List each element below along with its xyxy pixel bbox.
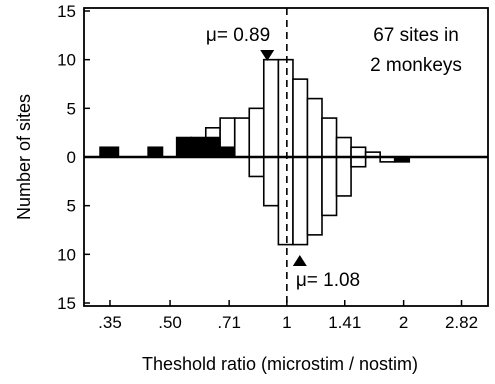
upper-bar-filled-5	[219, 146, 236, 158]
lower-mean-label: μ= 1.08	[296, 270, 360, 291]
upper-bar-open-14	[350, 146, 367, 158]
upper-mean-marker: μ= 0.89	[206, 25, 275, 61]
upper-bar-open-8	[262, 58, 280, 158]
x-tick-label-4: 1.41	[328, 313, 361, 332]
upper-mean-label: μ= 0.89	[206, 25, 270, 46]
upper-bar-open-13	[335, 136, 352, 158]
y-tick-label-upper-2: 10	[57, 51, 76, 70]
x-tick-label-5: 2	[399, 313, 408, 332]
lower-bar-open-8	[321, 156, 338, 217]
upper-bar-filled-3	[190, 136, 207, 158]
lower-bar-open-4	[262, 156, 280, 207]
upper-bar-filled-2	[175, 136, 193, 158]
upper-bar-filled-1	[147, 146, 164, 158]
y-tick-label-lower-0: 5	[67, 197, 76, 216]
x-tick-label-1: .50	[158, 313, 182, 332]
lower-bar-open-9	[335, 156, 352, 197]
upper-bar-open-9	[277, 58, 294, 158]
upper-bar-open-12	[321, 117, 338, 158]
lower-bar-open-10	[350, 156, 367, 168]
y-tick-label-lower-1: 10	[57, 245, 76, 264]
sample-size-annotation-line1: 67 sites in	[373, 25, 459, 46]
ticks-layer: .35 .50 .71 1 1.41 2 2.82 0 5 10 15 5 10 15	[57, 2, 478, 332]
upper-bar-open-10	[292, 78, 309, 158]
x-axis-title: Theshold ratio (microstim / nostim)	[142, 354, 418, 374]
y-axis-title: Number of sites	[14, 94, 34, 220]
y-tick-label-lower-2: 15	[57, 294, 76, 313]
upper-bar-filled-4	[204, 136, 221, 158]
sample-size-annotation-line2: 2 monkeys	[370, 55, 462, 76]
lower-bar-open-3	[248, 156, 265, 178]
y-tick-label-upper-3: 15	[57, 2, 76, 21]
upper-bar-open-7	[248, 107, 265, 158]
y-tick-label-upper-0: 0	[67, 148, 76, 167]
bars-layer	[99, 58, 411, 246]
x-tick-label-0: .35	[98, 313, 122, 332]
lower-bar-open-5	[277, 156, 294, 246]
upper-bar-open-11	[306, 97, 323, 158]
lower-mean-marker: μ= 1.08	[292, 255, 360, 291]
lower-mean-arrow-icon	[292, 255, 307, 266]
upper-mean-arrow-icon	[260, 50, 275, 61]
upper-bar-open-4	[204, 127, 221, 139]
x-tick-label-6: 2.82	[445, 313, 478, 332]
x-tick-label-3: 1	[282, 313, 291, 332]
upper-bar-open-6	[233, 117, 251, 158]
lower-bar-open-6	[292, 156, 309, 246]
x-tick-label-2: .71	[217, 313, 241, 332]
upper-bar-open-5	[219, 117, 236, 149]
y-tick-label-upper-1: 5	[67, 99, 76, 118]
lower-bar-open-7	[306, 156, 323, 236]
upper-bar-filled-0	[99, 146, 120, 158]
